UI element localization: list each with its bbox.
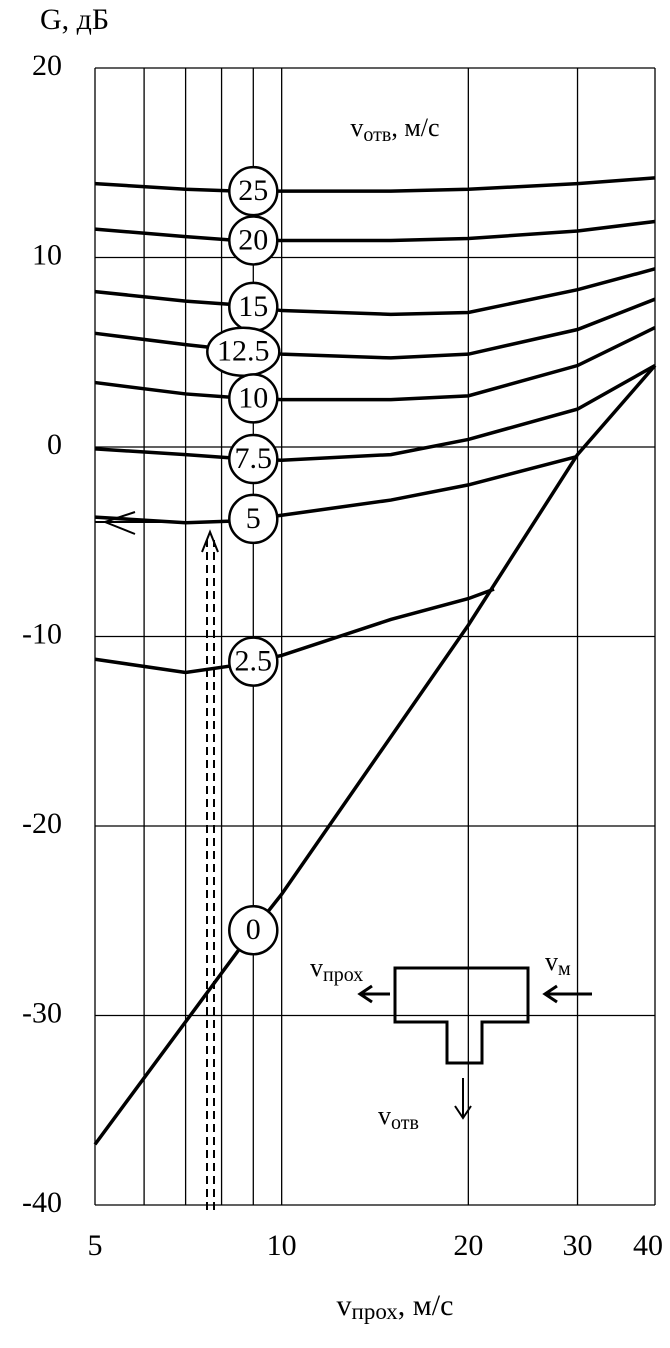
x-tick-label: 20 — [453, 1229, 483, 1262]
inset-label-sub: прох — [323, 964, 363, 986]
inset-label: vм — [545, 947, 571, 980]
curve-label: 12.5 — [217, 335, 270, 368]
y-tick-label: 0 — [47, 428, 62, 461]
inset-label: vпрох — [310, 953, 363, 986]
curve-label: 25 — [238, 174, 268, 207]
x-axis-label-rest: , м/с — [398, 1289, 454, 1322]
curve-label: 7.5 — [235, 442, 273, 475]
y-tick-label: -40 — [22, 1186, 62, 1219]
x-axis-label: vпрох, м/с — [337, 1289, 454, 1324]
legend-title: vотв, м/с — [350, 113, 439, 146]
curve-label-circle — [228, 433, 279, 485]
y-tick-label: -30 — [22, 996, 62, 1029]
y-tick-label: 10 — [32, 238, 62, 271]
curve-label: 20 — [238, 223, 268, 256]
legend-title-sub: отв — [363, 124, 391, 146]
inset-label: vотв — [378, 1101, 419, 1134]
reading-arrows — [95, 511, 219, 1210]
chart-title: G, дБ — [40, 3, 109, 36]
curve — [94, 219, 656, 243]
curve-label: 10 — [238, 381, 268, 414]
x-tick-label: 5 — [88, 1229, 103, 1262]
x-tick-label: 30 — [563, 1229, 593, 1262]
curve-label-circle — [228, 904, 279, 956]
legend-title-base: v — [350, 113, 363, 142]
curve — [94, 587, 495, 675]
curve-label-circle — [228, 215, 279, 266]
inset-label-sub: отв — [391, 1112, 419, 1134]
curve — [93, 364, 657, 1146]
legend-title-rest: , м/с — [391, 113, 439, 142]
curve-label: 5 — [246, 502, 261, 535]
inset-label-base: v — [378, 1101, 391, 1130]
x-axis-label-sub: прох — [352, 1299, 399, 1324]
curve-label-circle — [228, 493, 279, 545]
y-tick-label: -10 — [22, 617, 62, 650]
curve — [94, 454, 578, 525]
curve-label: 0 — [246, 913, 261, 946]
curve — [94, 176, 656, 193]
x-axis-label-base: v — [337, 1289, 352, 1322]
y-tick-label: 20 — [32, 49, 62, 82]
inset-diagram — [357, 966, 592, 1120]
x-tick-label: 10 — [267, 1229, 297, 1262]
curve — [94, 326, 656, 402]
inset-label-base: v — [545, 947, 558, 976]
curve-label-circle — [228, 165, 279, 217]
curve-label: 2.5 — [235, 644, 273, 677]
x-tick-label: 40 — [633, 1229, 663, 1262]
curve-label-circle — [228, 636, 279, 687]
curve — [94, 267, 656, 317]
curve-label-circle — [228, 373, 279, 424]
curve — [94, 297, 656, 360]
y-tick-label: -20 — [22, 807, 62, 840]
inset-label-sub: м — [558, 958, 571, 980]
curve-label: 15 — [238, 290, 268, 323]
inset-label-base: v — [310, 953, 323, 982]
curve — [94, 363, 656, 463]
